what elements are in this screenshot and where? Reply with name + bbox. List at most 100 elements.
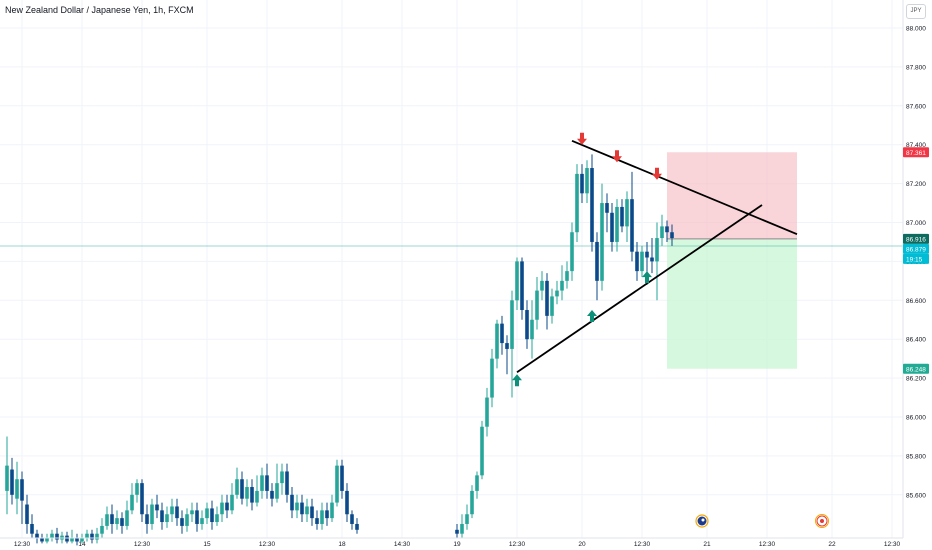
ascending-support-trendline[interactable]: [516, 204, 763, 374]
price-tick-label: 85.600: [906, 492, 926, 499]
time-tick-label: 21: [703, 541, 711, 548]
arrow-up-icon[interactable]: [642, 271, 652, 284]
candle-body: [170, 506, 174, 515]
take-profit-zone[interactable]: [667, 238, 797, 369]
price-tick-label: 87.400: [906, 142, 926, 149]
candle-body: [570, 232, 574, 272]
candle-body: [55, 533, 59, 540]
candle-body: [510, 300, 514, 349]
time-tick-label: 15: [203, 541, 211, 548]
candle-body: [295, 502, 299, 511]
candle-body: [490, 358, 494, 398]
candle-body: [500, 323, 504, 344]
candle-body: [560, 280, 564, 291]
candle-body: [350, 514, 354, 524]
candle-body: [110, 514, 114, 524]
candle-body: [280, 471, 284, 484]
candle-body: [315, 518, 319, 524]
candle-body: [550, 296, 554, 316]
candle-body: [345, 490, 349, 515]
candle-body: [75, 537, 79, 542]
candle-body: [80, 537, 84, 542]
arrow-down-icon[interactable]: [652, 167, 662, 180]
candle-body: [45, 537, 49, 542]
price-tick-label: 87.000: [906, 220, 926, 227]
target-price-tag: [903, 363, 929, 374]
price-tick-label: 87.600: [906, 103, 926, 110]
candle-body: [625, 199, 629, 227]
candle-body: [595, 241, 599, 281]
candle-body: [325, 510, 329, 519]
candle-body: [195, 510, 199, 524]
time-axis[interactable]: 12:30 14 12:30 15 12:30 18 14:30 19 12:30 20 12:30…: [0, 537, 903, 548]
trendlines[interactable]: [516, 139, 798, 374]
candle-body: [620, 206, 624, 227]
candle-body: [180, 518, 184, 526]
event-markers[interactable]: [695, 514, 829, 528]
bid-price-tag: [903, 243, 929, 254]
candle-body: [640, 251, 644, 272]
candle-body: [355, 523, 359, 530]
arrow-up-icon[interactable]: [587, 310, 597, 323]
candle-body: [95, 533, 99, 540]
candle-body: [460, 523, 464, 534]
position-zones[interactable]: [667, 152, 797, 369]
candle-body: [125, 510, 129, 526]
candle-body: [320, 510, 324, 524]
candle-body: [10, 469, 14, 495]
candle-body: [260, 475, 264, 491]
candle-body: [235, 479, 239, 495]
candle-body: [30, 523, 34, 534]
candle-body: [90, 533, 94, 540]
arrow-down-icon[interactable]: [577, 132, 587, 145]
time-tick-label: 12:30: [134, 541, 151, 548]
candle-body: [455, 529, 459, 534]
candle-body: [485, 397, 489, 427]
candle-body: [50, 533, 54, 538]
candle-body: [590, 168, 594, 242]
candle-body: [670, 232, 674, 239]
candle-body: [470, 490, 474, 515]
candle-body: [240, 479, 244, 499]
candle-body: [40, 537, 44, 542]
flag-event-icon[interactable]: [695, 514, 709, 528]
arrow-down-icon[interactable]: [612, 150, 622, 163]
price-tick-label: 85.800: [906, 453, 926, 460]
candle-body: [150, 504, 154, 524]
candle-body: [115, 518, 119, 524]
arrow-up-icon[interactable]: [512, 374, 522, 387]
price-tick-label: 86.000: [906, 415, 926, 422]
candle-body: [655, 238, 659, 262]
candle-body: [65, 535, 69, 542]
time-tick-label: 19: [453, 541, 461, 548]
candle-body: [535, 290, 539, 320]
time-tick-label: 18: [338, 541, 346, 548]
candle-body: [615, 206, 619, 242]
candle-body: [185, 514, 189, 526]
price-tick-label: 86.200: [906, 376, 926, 383]
candle-body: [200, 518, 204, 524]
candle-body: [530, 319, 534, 340]
candle-body: [475, 475, 479, 491]
candle-body: [175, 506, 179, 519]
candlestick-series: [5, 154, 674, 546]
price-axis[interactable]: 88.000 87.800 87.600 87.400 87.200 87.000 86.8…: [902, 0, 926, 538]
target-event-icon[interactable]: [815, 514, 829, 528]
candle-body: [480, 426, 484, 476]
candle-body: [635, 251, 639, 272]
candle-body: [330, 502, 334, 519]
countdown-price-tag: [903, 253, 929, 264]
arrow-annotations[interactable]: [512, 132, 662, 387]
candle-body: [310, 506, 314, 519]
candle-body: [25, 504, 29, 524]
time-tick-label: 14:30: [394, 541, 411, 548]
candle-body: [275, 483, 279, 499]
candle-body: [305, 506, 309, 515]
target-event-icon: [820, 519, 824, 523]
candle-body: [505, 343, 509, 349]
candle-body: [245, 487, 249, 499]
currency-button[interactable]: JPY: [906, 4, 926, 19]
descending-resistance-trendline[interactable]: [571, 139, 798, 236]
time-tick-label: 12:30: [509, 541, 526, 548]
